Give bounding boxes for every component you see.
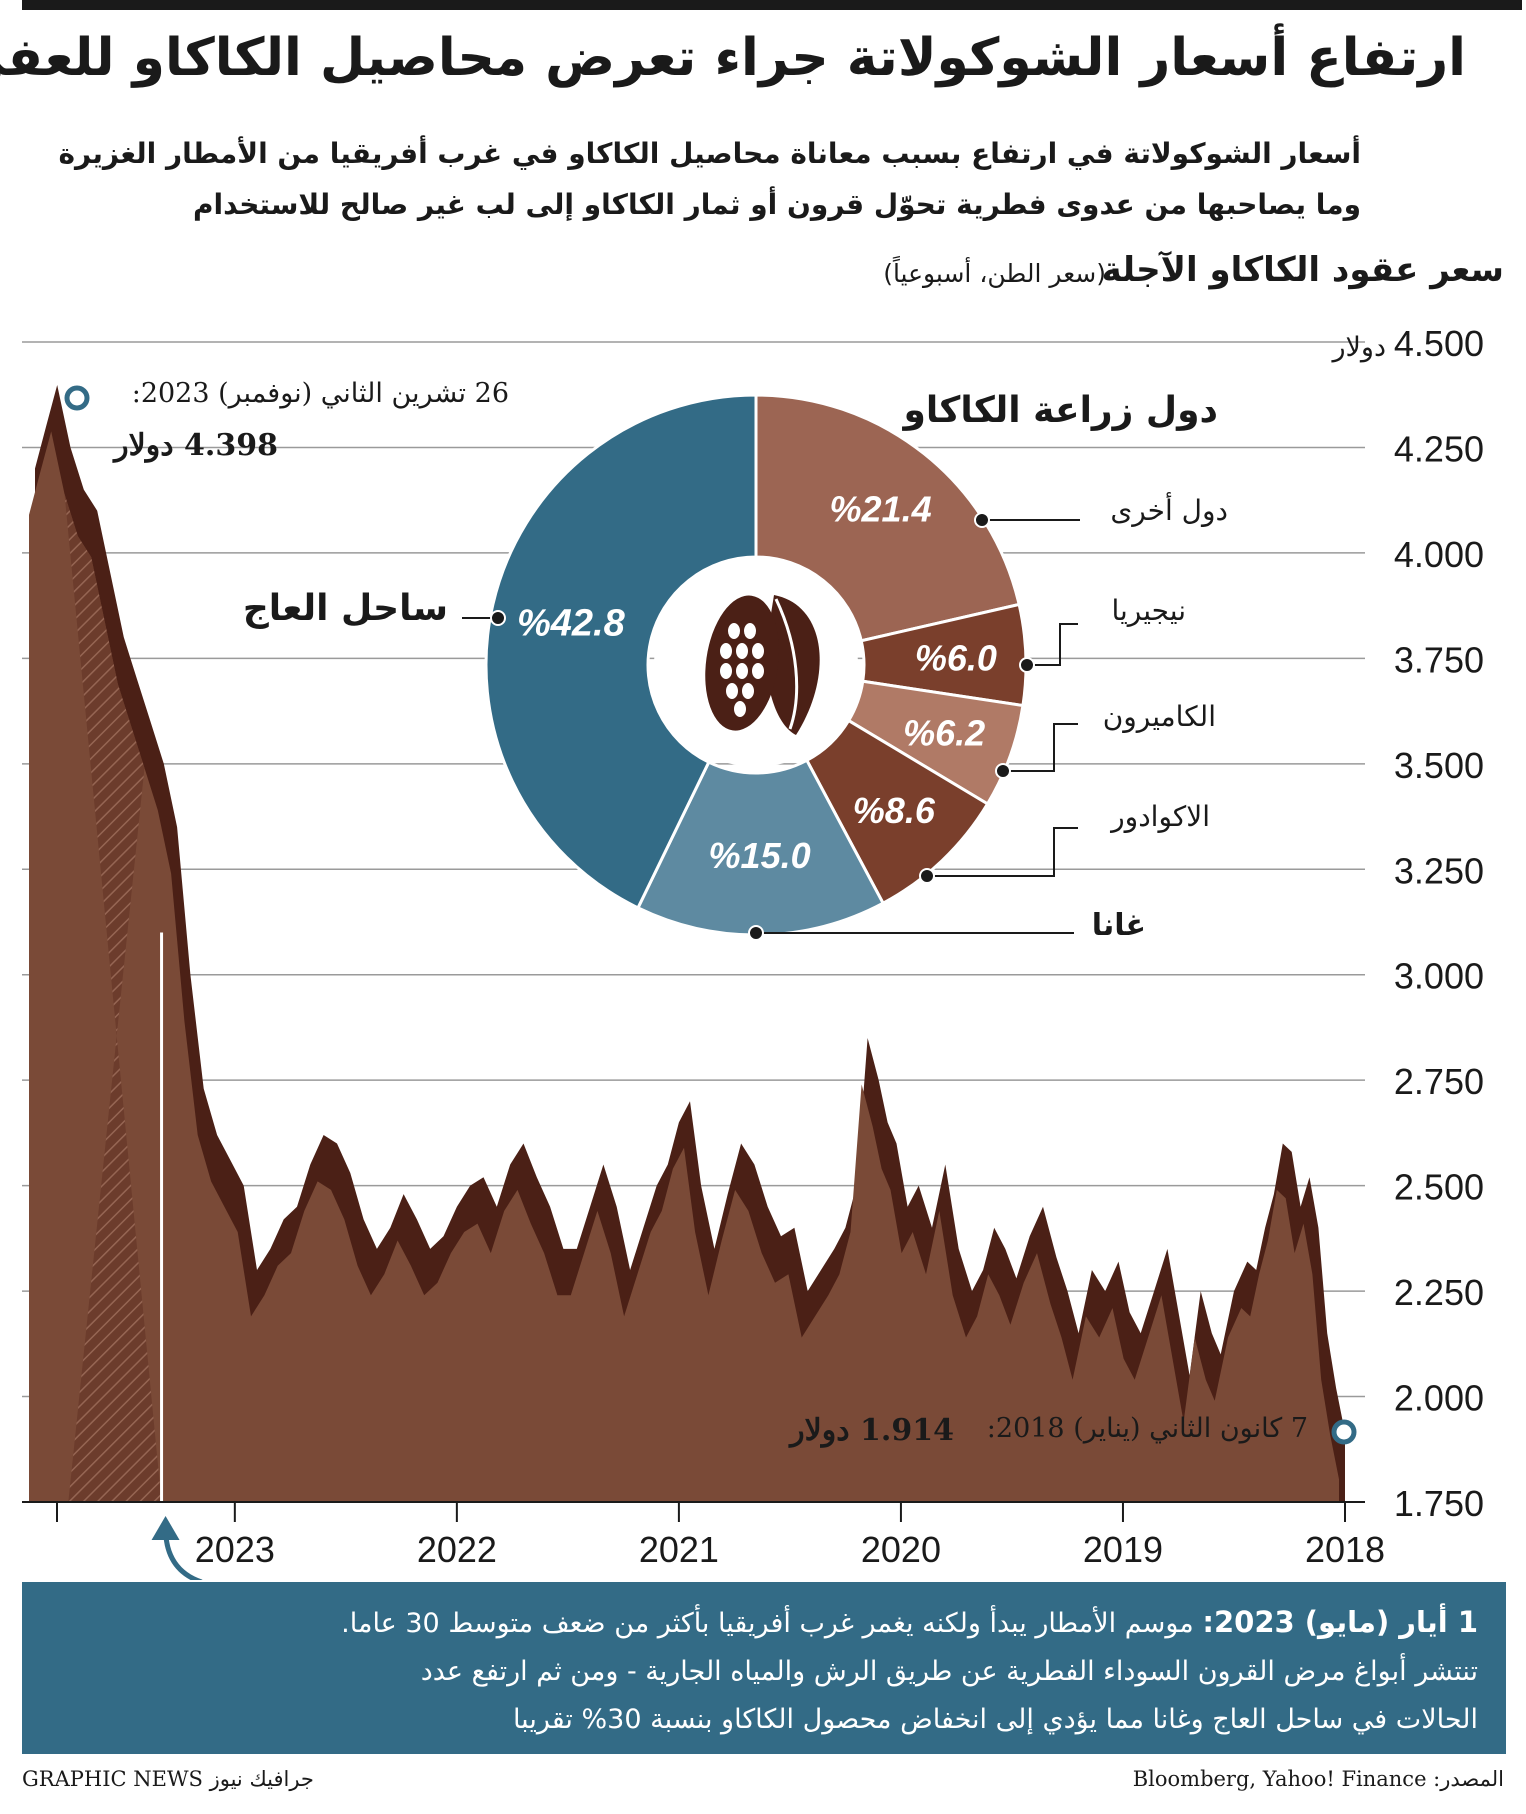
cocoa-bean: [734, 701, 746, 717]
cocoa-bean: [726, 683, 738, 699]
cocoa-bean: [720, 663, 732, 679]
note-line-3: الحالات في ساحل العاج وغانا مما يؤدي إلى…: [512, 1704, 1478, 1735]
chart-subheading: (سعر الطن، أسبوعياً): [883, 259, 1106, 288]
y-tick-label: 2.500: [1394, 1167, 1484, 1208]
leader-ecuador-dot: [919, 868, 935, 884]
cocoa-bean: [728, 623, 740, 639]
min-marker: [1331, 1419, 1357, 1445]
y-tick-label: 4.500: [1394, 323, 1484, 364]
pie-label-0: %42.8: [517, 602, 626, 644]
pie-label-5: %21.4: [830, 489, 932, 530]
max-marker: [64, 385, 90, 411]
y-tick-label: 4.000: [1394, 534, 1484, 575]
cocoa-bean: [744, 623, 756, 639]
credit-label: GRAPHIC NEWS جرافيك نيوز: [22, 1767, 314, 1791]
cocoa-leaf-vein: [774, 598, 799, 730]
price-area-dark: [35, 385, 1345, 1502]
y-tick-label: 2.000: [1394, 1378, 1484, 1419]
pie-slice-1: [635, 758, 886, 937]
cocoa-pod-icon: [705, 595, 820, 735]
label-ecuador: الاكوادور: [1111, 800, 1210, 833]
leader-ecuador: [927, 827, 1078, 877]
price-area-light: [29, 431, 1339, 1502]
cocoa-bean: [736, 643, 748, 659]
note-text: 1 أيار (مايو) 2023: موسم الأمطار يبدأ ول…: [178, 1598, 1478, 1744]
area-layer: [29, 385, 1345, 1502]
cocoa-bean: [736, 663, 748, 679]
pie-layer: %21.4 %6.0 %6.2 %8.6 %15.0 %42.8: [462, 393, 1080, 941]
cocoa-bean: [752, 643, 764, 659]
note-line-2: تنتشر أبواغ مرض القرون السوداء الفطرية ع…: [420, 1656, 1478, 1687]
cocoa-bean: [720, 643, 732, 659]
x-tick-label: 2018: [1305, 1529, 1385, 1570]
y-tick-label: 4.250: [1394, 428, 1484, 469]
y-tick-label: 3.000: [1394, 956, 1484, 997]
y-tick-label: 2.750: [1394, 1061, 1484, 1102]
arrow-head: [151, 1516, 180, 1540]
pie-label-2: %8.6: [853, 790, 936, 831]
min-value-label: 1.914 دولار: [790, 1413, 954, 1448]
pie-label-4: %6.0: [915, 637, 997, 678]
cocoa-leaf: [765, 595, 820, 735]
x-tick-label: 2019: [1083, 1529, 1163, 1570]
label-ghana: غانا: [1091, 908, 1146, 943]
cocoa-price-chart: %21.4 %6.0 %6.2 %8.6 %15.0 %42.8 1.750 2.000 2.…: [22, 323, 1484, 1580]
pie-label-1: %15.0: [709, 835, 811, 876]
y-unit-label: دولار: [1331, 332, 1387, 363]
page-title: ارتفاع أسعار الشوكولاتة جراء تعرض محاصيل…: [0, 28, 1466, 88]
leader-cameroon: [1003, 723, 1078, 772]
label-nigeria: نيجيريا: [1111, 594, 1186, 627]
leader-others-dot: [974, 512, 990, 528]
source-label: المصدر: Bloomberg, Yahoo! Finance: [1132, 1767, 1504, 1791]
pie-slice-5: [754, 393, 1021, 643]
x-tick-label: 2020: [861, 1529, 941, 1570]
subtitle-line-1: أسعار الشوكولاتة في ارتفاع بسبب معاناة م…: [58, 137, 1361, 170]
max-value-label: 4.398 دولار: [114, 428, 278, 463]
pie-title: دول زراعة الكاكاو: [903, 390, 1218, 431]
label-others: دول أخرى: [1110, 494, 1228, 527]
label-layer: 1.750 2.000 2.250 2.500 2.750 3.000 3.250 3.500…: [64, 323, 1484, 1570]
subtitle: أسعار الشوكولاتة في ارتفاع بسبب معاناة م…: [58, 128, 1361, 230]
leader-nigeria: [1027, 623, 1078, 666]
note-line-1: 1 أيار (مايو) 2023: موسم الأمطار يبدأ ول…: [178, 1598, 1478, 1648]
leader-ivory-coast-dot: [490, 610, 506, 626]
cocoa-bean: [742, 683, 754, 699]
y-tick-label: 1.750: [1394, 1483, 1484, 1524]
label-cameroon: الكاميرون: [1102, 700, 1216, 733]
note-line-1-text: موسم الأمطار يبدأ ولكنه يغمر غرب أفريقيا…: [341, 1608, 1194, 1639]
max-date-label: 26 تشرين الثاني (نوفمبر) 2023:: [131, 378, 509, 409]
shaded-region: [64, 493, 162, 1502]
x-tick-label: 2021: [639, 1529, 719, 1570]
x-tick-label: 2022: [417, 1529, 497, 1570]
label-ivory-coast: ساحل العاج: [242, 588, 448, 629]
cocoa-bean: [752, 663, 764, 679]
top-rule: [22, 0, 1522, 10]
y-tick-label: 2.250: [1394, 1272, 1484, 1313]
leader-cameroon-dot: [995, 763, 1011, 779]
y-tick-label: 3.250: [1394, 850, 1484, 891]
subtitle-line-2: وما يصاحبها من عدوى فطرية تحوّل قرون أو …: [192, 188, 1361, 221]
x-tick-label: 2023: [195, 1529, 275, 1570]
note-date: 1 أيار (مايو) 2023:: [1202, 1605, 1478, 1639]
min-date-label: 7 كانون الثاني (يناير) 2018:: [986, 1413, 1308, 1444]
pie-label-3: %6.2: [903, 713, 985, 754]
y-tick-label: 3.750: [1394, 639, 1484, 680]
y-tick-label: 3.500: [1394, 745, 1484, 786]
axis-layer: [22, 1501, 1365, 1580]
leader-ghana-dot: [748, 925, 764, 941]
leader-nigeria-dot: [1019, 657, 1035, 673]
pie-slice-0: [484, 393, 758, 910]
chart-heading: سعر عقود الكاكاو الآجلة: [1101, 250, 1504, 290]
note-box: 1 أيار (مايو) 2023: موسم الأمطار يبدأ ول…: [22, 1582, 1506, 1754]
